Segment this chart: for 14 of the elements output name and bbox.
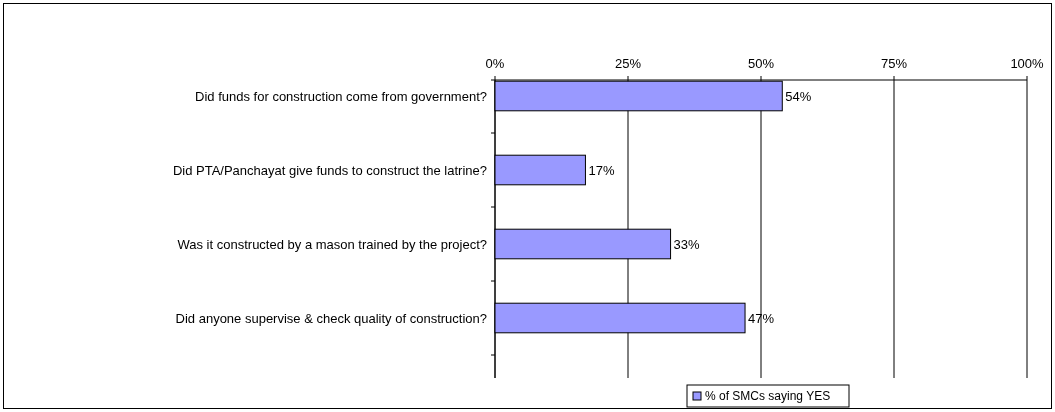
data-label: 33% bbox=[673, 236, 701, 252]
x-tick-label: 75% bbox=[880, 56, 908, 71]
data-label: 54% bbox=[785, 88, 812, 104]
y-tick-label: Did anyone supervise & check quality of construction? bbox=[175, 310, 487, 326]
legend-label: % of SMCs saying YES bbox=[705, 389, 831, 404]
x-tick-label: 50% bbox=[747, 56, 775, 71]
x-tick-label: 100% bbox=[1010, 56, 1045, 71]
y-tick-label: Was it constructed by a mason trained by the project? bbox=[177, 236, 487, 252]
x-tick-label: 0% bbox=[485, 56, 505, 71]
y-tick-label: Did funds for construction come from government? bbox=[195, 88, 487, 104]
x-tick-label: 25% bbox=[614, 56, 642, 71]
y-tick-label: Did PTA/Panchayat give funds to construct the latrine? bbox=[172, 162, 487, 178]
data-label: 47% bbox=[748, 310, 775, 326]
data-label: 17% bbox=[588, 162, 615, 178]
